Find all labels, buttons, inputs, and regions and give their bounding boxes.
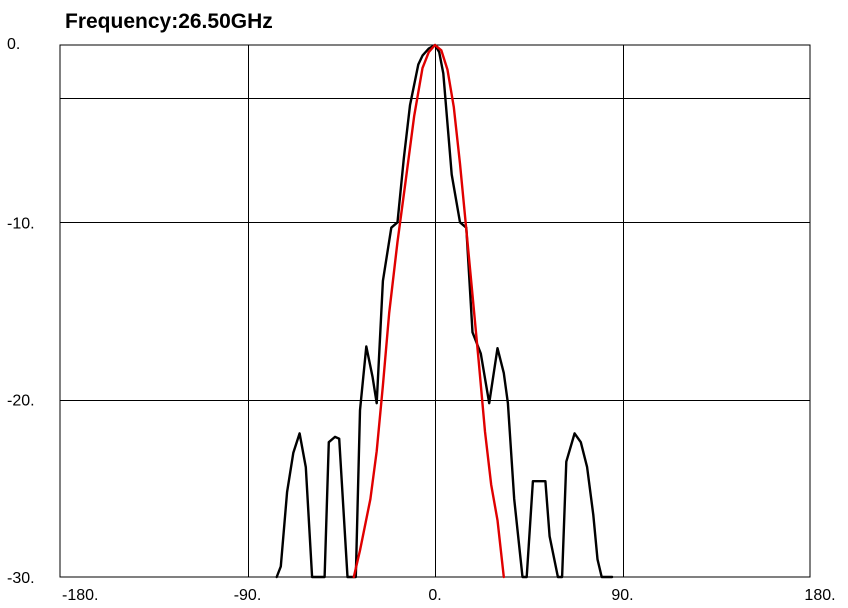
y-tick-label: -20. <box>7 393 35 410</box>
y-tick-label: 0. <box>7 36 20 53</box>
chart-title: Frequency:26.50GHz <box>65 10 273 33</box>
x-tick-label: 180. <box>804 587 835 604</box>
x-tick-label: -180. <box>62 587 98 604</box>
x-tick-label: -90. <box>234 587 262 604</box>
x-axis-ticks: -180. -90. 0. 90. 180. <box>62 587 836 604</box>
y-tick-label: -10. <box>7 215 35 232</box>
series-line-2 <box>352 43 505 579</box>
x-tick-label: 0. <box>428 587 441 604</box>
series-layer <box>275 43 614 579</box>
series-line-1 <box>275 43 614 579</box>
y-axis-ticks: 0. -10. -20. -30. <box>7 36 35 587</box>
x-tick-label: 90. <box>611 587 633 604</box>
grid <box>60 45 810 577</box>
y-tick-label: -30. <box>7 570 35 587</box>
